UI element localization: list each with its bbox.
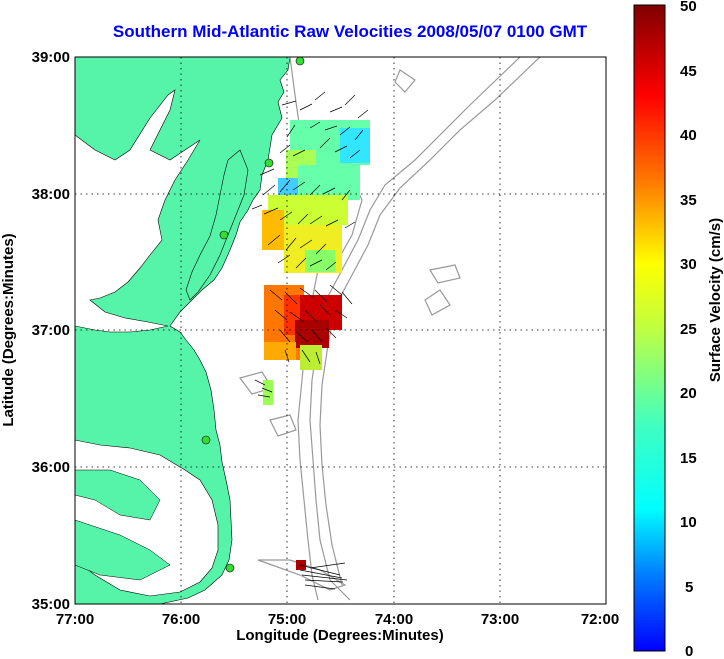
map-title: Southern Mid-Atlantic Raw Velocities 200… <box>112 22 588 41</box>
x-axis: 77:00 76:00 75:00 74:00 73:00 72:00 Long… <box>56 611 619 644</box>
colorbar-tick: 5 <box>685 579 693 596</box>
x-tick-label: 75:00 <box>268 611 306 628</box>
colorbar-tick: 25 <box>680 321 697 338</box>
colorbar-tick: 35 <box>680 192 697 209</box>
eastern-shore <box>185 149 249 301</box>
hf-radar-stations <box>201 57 305 573</box>
colorbar-tick: 15 <box>680 450 697 467</box>
colorbar-gradient <box>633 4 666 652</box>
y-tick-label: 35:00 <box>32 596 70 613</box>
plot-frame <box>74 56 607 605</box>
colorbar-tick: 10 <box>680 514 697 531</box>
x-tick-label: 73:00 <box>481 611 519 628</box>
y-axis: 39:00 38:00 37:00 36:00 35:00 Latitude (… <box>0 49 70 613</box>
y-tick-label: 38:00 <box>32 186 70 203</box>
y-tick-label: 36:00 <box>32 459 70 476</box>
x-tick-label: 72:00 <box>581 611 619 628</box>
colorbar-tick: 30 <box>680 256 697 273</box>
inland-water <box>75 89 201 333</box>
x-tick-label: 76:00 <box>162 611 200 628</box>
velocity-field <box>262 120 370 570</box>
colorbar-tick: 45 <box>680 63 697 80</box>
colorbar-title: Surface Velocity (cm/s) <box>707 218 724 382</box>
velocity-arrows <box>251 91 369 590</box>
map-grid <box>75 57 606 604</box>
colorbar-tick: 0 <box>685 643 693 659</box>
x-tick-label: 74:00 <box>375 611 413 628</box>
y-axis-title: Latitude (Degrees:Minutes) <box>0 233 17 426</box>
y-tick-label: 39:00 <box>32 49 70 66</box>
y-tick-label: 37:00 <box>32 322 70 339</box>
colorbar-tick: 50 <box>680 0 697 15</box>
colorbar-tick: 20 <box>680 385 697 402</box>
x-axis-title: Longitude (Degrees:Minutes) <box>236 627 444 644</box>
colorbar: 50 45 40 35 30 25 20 15 10 5 0 Surface V… <box>633 0 724 659</box>
colorbar-tick: 40 <box>680 127 697 144</box>
x-tick-label: 77:00 <box>56 611 94 628</box>
